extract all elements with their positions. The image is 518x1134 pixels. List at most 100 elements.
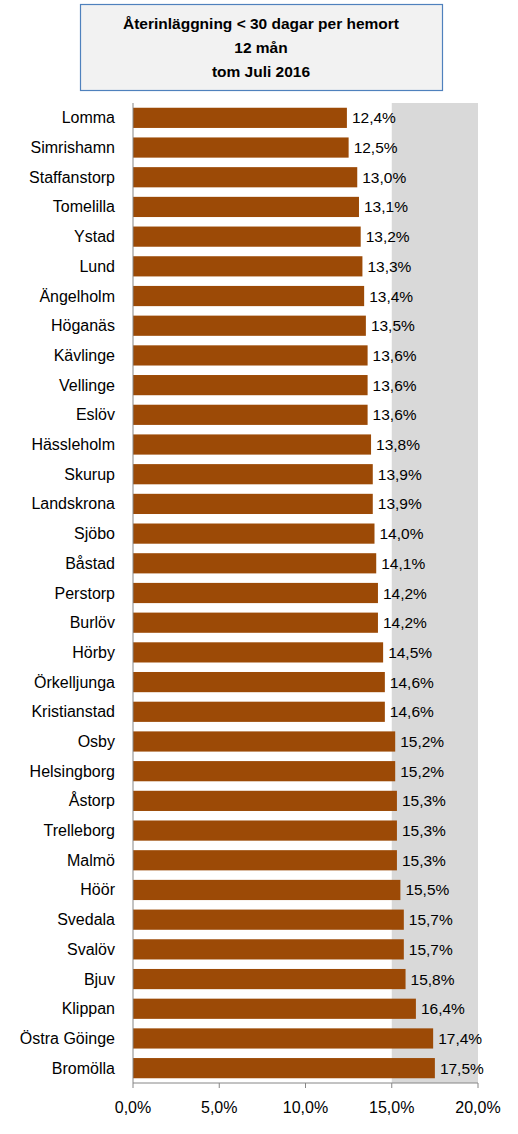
data-label: 13,8% (376, 436, 420, 453)
subtitle: 12 mån (234, 39, 287, 56)
bar (133, 108, 347, 128)
bar (133, 702, 385, 722)
data-label: 15,8% (411, 971, 455, 988)
chart-container: Lomma 12,4% Simrishamn 12,5% Staffanstorp 13,… (0, 0, 518, 1134)
category-label: Hörby (72, 644, 115, 661)
data-label: 14,2% (383, 585, 427, 602)
x-tick-label: 0,0% (115, 1099, 151, 1116)
title: Återinläggning < 30 dagar per hemort (123, 15, 399, 32)
category-label: Örkelljunga (34, 674, 115, 691)
data-label: 13,6% (373, 377, 417, 394)
category-label: Bjuv (84, 971, 115, 988)
category-label: Hässleholm (31, 436, 115, 453)
data-label: 12,5% (354, 139, 398, 156)
category-label: Vellinge (59, 377, 115, 394)
data-label: 14,2% (383, 614, 427, 631)
bar (133, 375, 368, 395)
category-label: Staffanstorp (29, 169, 115, 186)
x-tick-label: 5,0% (201, 1099, 237, 1116)
bar (133, 524, 375, 544)
category-label: Helsingborg (30, 763, 115, 780)
bar (133, 434, 371, 454)
bar (133, 910, 404, 930)
category-label: Svalöv (67, 941, 115, 958)
category-label: Båstad (65, 555, 115, 572)
bar (133, 286, 364, 306)
category-label: Sjöbo (74, 525, 115, 542)
bar (133, 761, 395, 781)
category-label: Åstorp (69, 791, 115, 809)
bar (133, 672, 385, 692)
bar (133, 820, 397, 840)
category-label: Kävlinge (54, 347, 115, 364)
bar (133, 345, 368, 365)
category-label: Bromölla (52, 1060, 115, 1077)
data-label: 13,3% (367, 258, 411, 275)
labels: Lomma 12,4% Simrishamn 12,5% Staffanstorp 13,… (20, 109, 484, 1076)
data-label: 15,3% (402, 852, 446, 869)
category-label: Klippan (62, 1000, 115, 1017)
bars (133, 108, 435, 1078)
category-label: Perstorp (55, 585, 116, 602)
chart-svg: Lomma 12,4% Simrishamn 12,5% Staffanstorp 13,… (0, 0, 518, 1134)
bar (133, 1058, 435, 1078)
data-label: 13,6% (373, 406, 417, 423)
x-tick (391, 1083, 392, 1088)
data-label: 15,7% (409, 911, 453, 928)
bar (133, 791, 397, 811)
data-label: 14,5% (388, 644, 432, 661)
bar (133, 642, 383, 662)
bar (133, 197, 359, 217)
data-label: 14,0% (380, 525, 424, 542)
data-label: 15,3% (402, 822, 446, 839)
category-label: Simrishamn (31, 139, 115, 156)
data-label: 13,2% (366, 228, 410, 245)
data-label: 13,5% (371, 317, 415, 334)
category-label: Tomelilla (53, 198, 115, 215)
data-label: 13,1% (364, 198, 408, 215)
bar (133, 227, 361, 247)
category-label: Höganäs (51, 317, 115, 334)
title-box (81, 5, 443, 91)
category-label: Lomma (62, 109, 115, 126)
category-label: Osby (78, 733, 115, 750)
subtitle: tom Juli 2016 (212, 63, 311, 80)
data-label: 15,2% (400, 733, 444, 750)
data-label: 16,4% (421, 1000, 465, 1017)
bar (133, 1028, 433, 1048)
category-label: Ystad (74, 228, 115, 245)
data-label: 12,4% (352, 109, 396, 126)
data-label: 15,2% (400, 763, 444, 780)
bar (133, 464, 373, 484)
category-label: Ängelholm (39, 288, 115, 305)
x-tick (133, 1083, 134, 1088)
data-label: 13,9% (378, 466, 422, 483)
bar (133, 999, 416, 1019)
bar (133, 405, 368, 425)
x-tick (219, 1083, 220, 1088)
data-label: 13,6% (373, 347, 417, 364)
bar (133, 494, 373, 514)
x-tick-label: 10,0% (283, 1099, 328, 1116)
category-label: Landskrona (31, 495, 115, 512)
data-label: 17,4% (438, 1030, 482, 1047)
category-label: Trelleborg (44, 822, 115, 839)
category-label: Skurup (64, 466, 115, 483)
bar (133, 613, 378, 633)
bar (133, 316, 366, 336)
category-label: Burlöv (70, 614, 115, 631)
y-axis-line (133, 103, 134, 1083)
data-label: 14,6% (390, 703, 434, 720)
x-tick-label: 20,0% (455, 1099, 500, 1116)
category-label: Malmö (67, 852, 115, 869)
data-label: 13,9% (378, 495, 422, 512)
category-label: Kristianstad (31, 703, 115, 720)
x-tick (478, 1083, 479, 1088)
data-label: 14,6% (390, 674, 434, 691)
bar (133, 167, 357, 187)
bar (133, 583, 378, 603)
category-label: Eslöv (76, 406, 115, 423)
x-tick-label: 15,0% (369, 1099, 414, 1116)
category-label: Svedala (57, 911, 115, 928)
category-label: Höör (80, 881, 115, 898)
